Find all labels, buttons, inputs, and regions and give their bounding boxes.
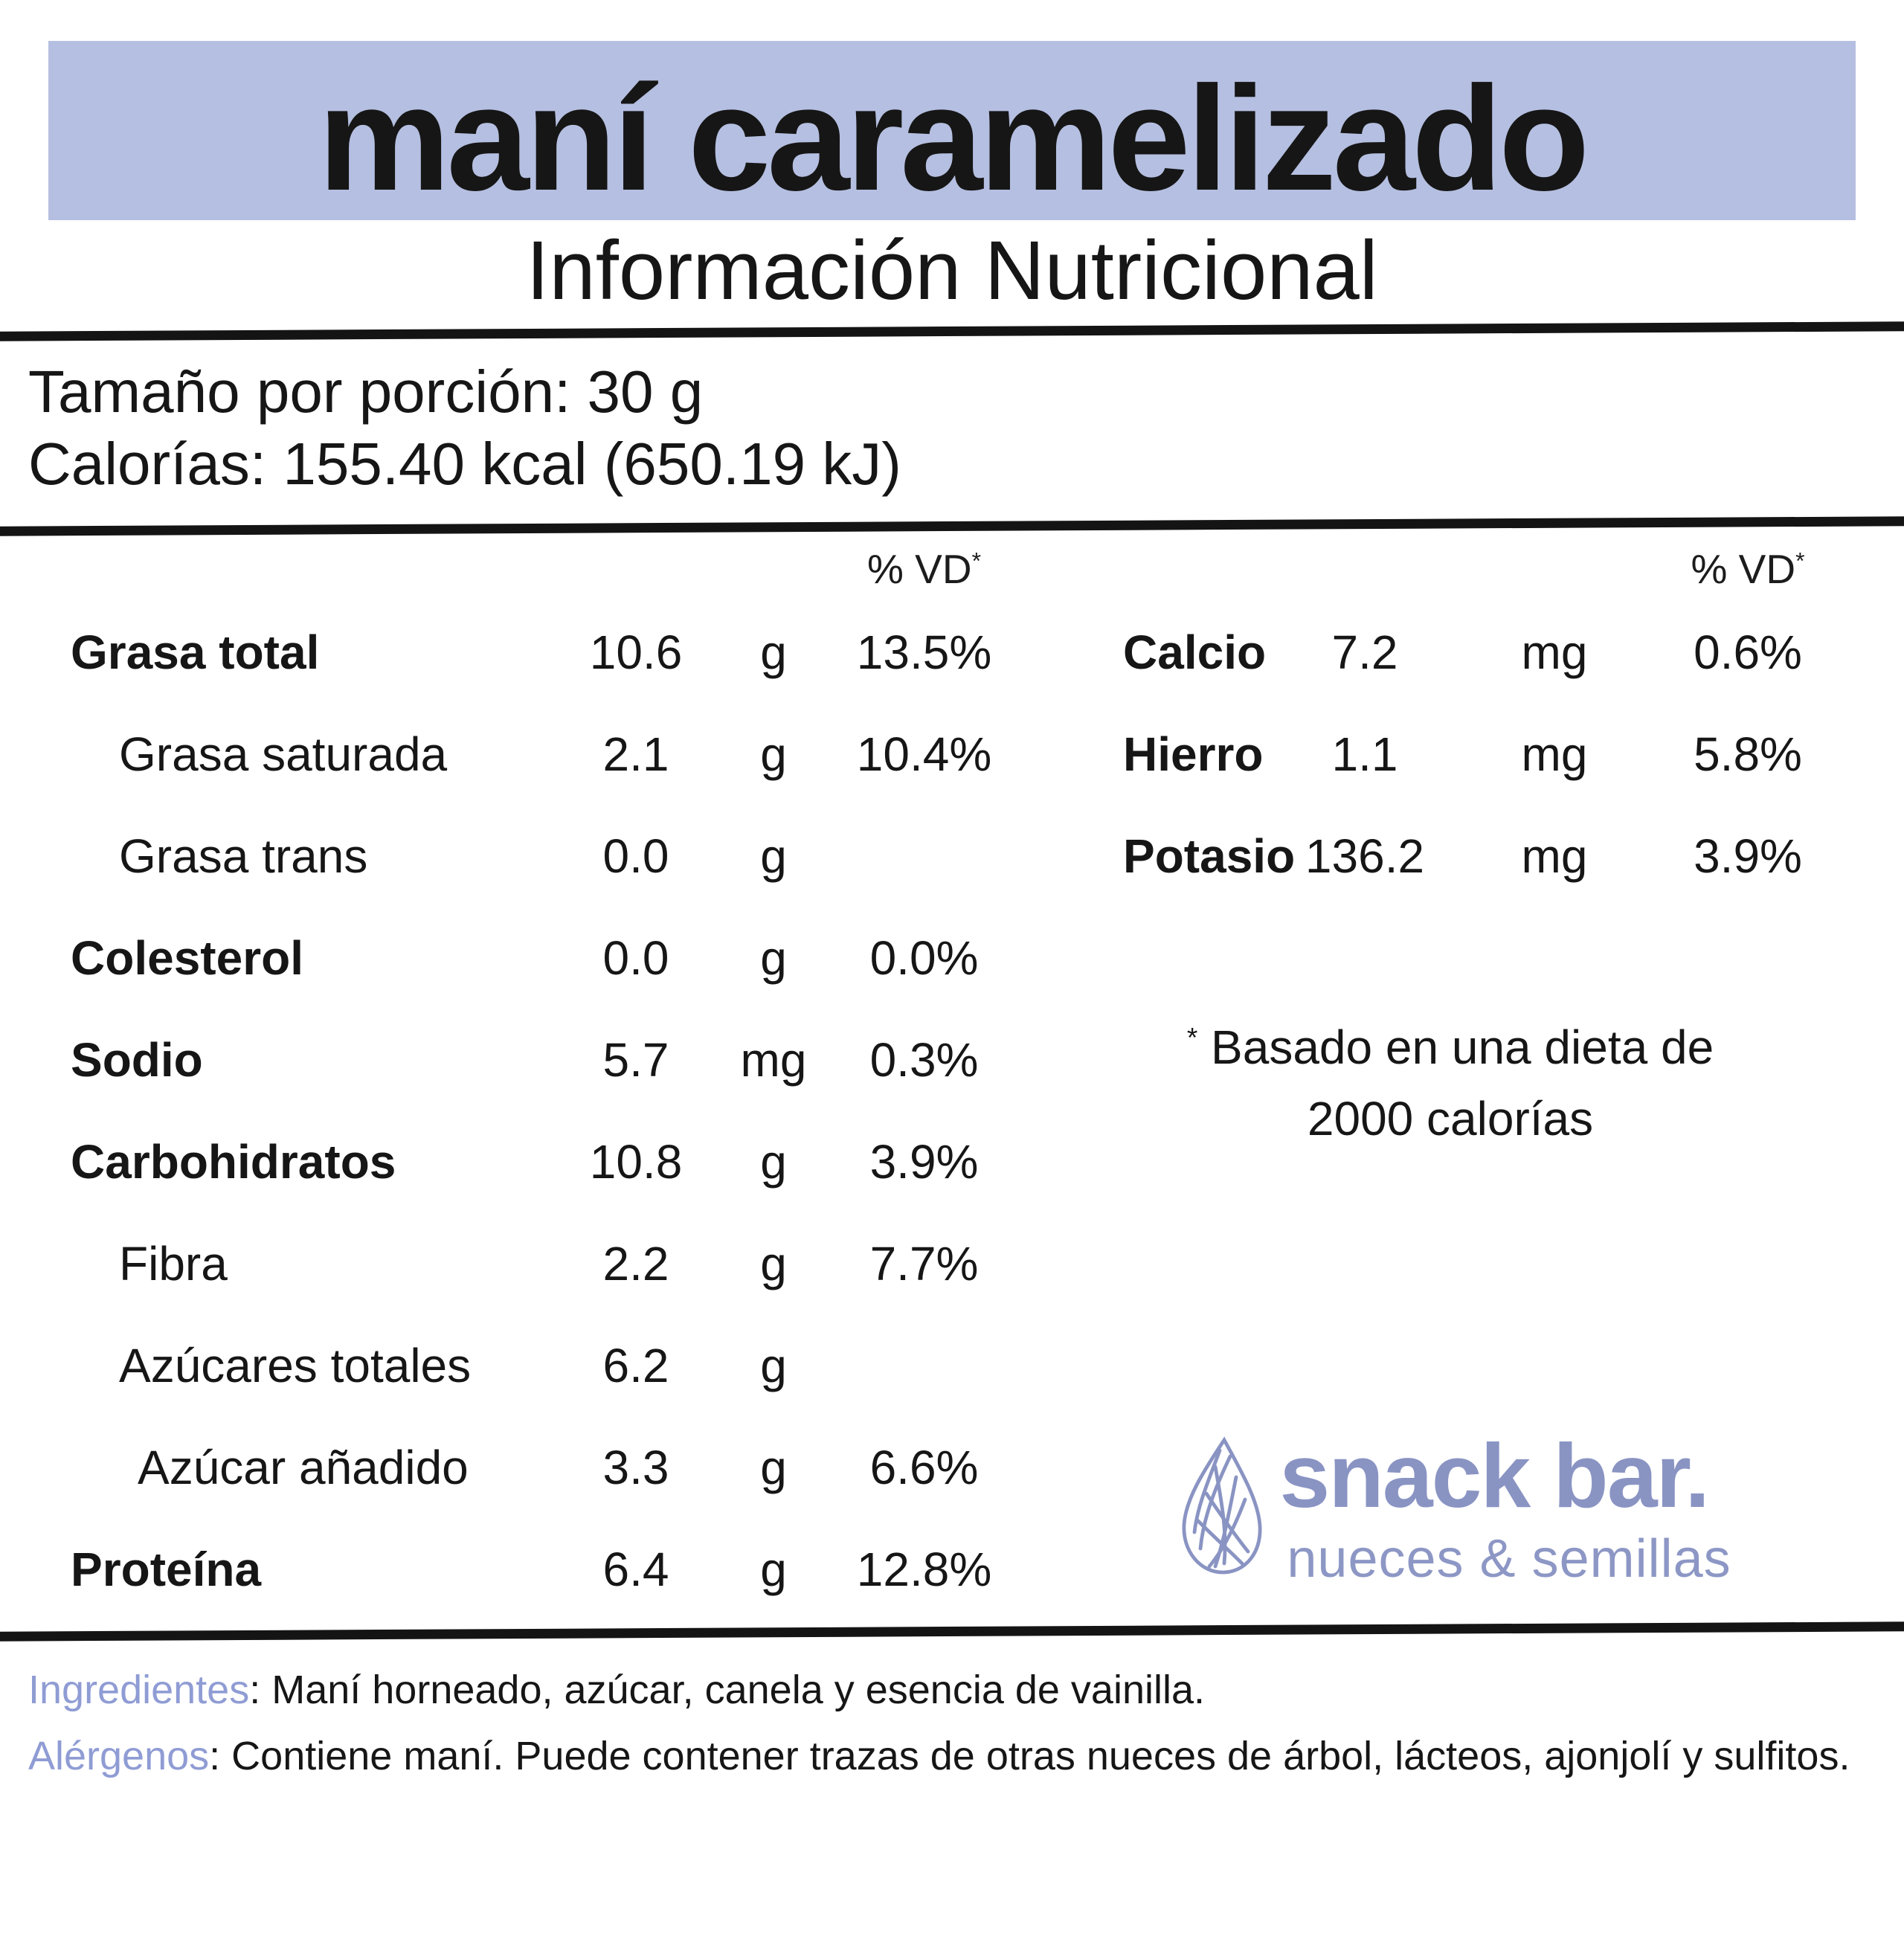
nutrient-unit: g: [760, 1237, 787, 1291]
nutrient-label: Grasa saturada: [119, 727, 448, 782]
nutrient-dv: 3.9%: [1694, 829, 1802, 884]
nutrient-dv: 0.0%: [869, 931, 979, 986]
nutrient-label: Proteína: [71, 1543, 262, 1597]
table-row: Azúcar añadido 3.3 g 6.6%: [26, 1417, 1023, 1519]
brand-logo: snack bar. nueces & semillas: [1023, 1430, 1878, 1589]
nutrient-dv: 5.8%: [1694, 727, 1802, 782]
nutrient-unit: mg: [1521, 626, 1588, 680]
nutrient-label: Grasa total: [71, 626, 320, 680]
table-row: Sodio 5.7 mg 0.3%: [26, 1009, 1023, 1111]
nutrient-value: 0.0: [602, 931, 669, 986]
percent-dv-header: % VD*: [866, 545, 981, 592]
nutrient-value: 10.8: [589, 1135, 683, 1189]
product-title-banner: maní caramelizado: [48, 41, 1856, 222]
table-row: Carbohidratos 10.8 g 3.9%: [26, 1111, 1023, 1213]
brand-tagline: nueces & semillas: [1287, 1528, 1731, 1589]
nutrient-label: Grasa trans: [119, 829, 368, 884]
nutrient-unit: mg: [740, 1033, 807, 1087]
table-row: Hierro 1.1 mg 5.8%: [1023, 704, 1878, 806]
nutrient-value: 10.6: [589, 626, 683, 680]
table-row: Grasa trans 0.0 g: [26, 806, 1023, 907]
table-row: Potasio 136.2 mg 3.9%: [1023, 806, 1878, 907]
nutrient-label: Carbohidratos: [71, 1135, 396, 1189]
nutrient-value: 136.2: [1305, 829, 1425, 884]
nutrient-label: Fibra: [119, 1237, 228, 1291]
nutrient-unit: g: [760, 1441, 787, 1495]
dv-header-row: % VD*: [26, 531, 1023, 602]
nutrient-label: Potasio: [1123, 829, 1296, 884]
dv-asterisk: *: [971, 547, 981, 574]
dv-footnote-line1: * Basado en una dieta de: [1186, 1020, 1714, 1074]
nutrient-unit: mg: [1521, 727, 1588, 782]
nutrient-label: Calcio: [1123, 626, 1267, 680]
serving-size-line: Tamaño por porción: 30 g: [28, 358, 704, 425]
footnote-asterisk: *: [1186, 1021, 1198, 1053]
nutrient-value: 1.1: [1331, 727, 1398, 782]
ingredients-line: Ingredientes: Maní horneado, azúcar, can…: [28, 1662, 1859, 1719]
table-row: Grasa total 10.6 g 13.5%: [26, 602, 1023, 704]
nutrient-label: Colesterol: [71, 931, 303, 986]
nutrition-content: % VD* Grasa total 10.6 g 13.5% Grasa sat…: [0, 531, 1904, 1621]
dv-header-row: % VD*: [1023, 531, 1878, 602]
nutrient-unit: g: [760, 1543, 787, 1597]
calories-line: Calorías: 155.40 kcal (650.19 kJ): [28, 431, 901, 498]
ingredients-text: : Maní horneado, azúcar, canela y esenci…: [249, 1667, 1206, 1712]
nutrient-label: Hierro: [1123, 727, 1264, 782]
allergens-text: : Contiene maní. Puede contener trazas d…: [209, 1733, 1850, 1778]
dv-asterisk: *: [1795, 547, 1805, 574]
nutrient-value: 3.3: [602, 1441, 669, 1495]
nutrient-unit: g: [760, 727, 787, 782]
nutrient-value: 6.2: [602, 1339, 669, 1393]
nutrient-dv: 0.3%: [869, 1033, 979, 1087]
nutrient-unit: g: [760, 1339, 787, 1393]
dv-footnote-line2: 2000 calorías: [1307, 1091, 1594, 1145]
nutrient-dv: 6.6%: [869, 1441, 979, 1495]
nutrient-dv: 10.4%: [856, 727, 992, 782]
table-row: Grasa saturada 2.1 g 10.4%: [26, 704, 1023, 806]
nutrient-value: 2.1: [602, 727, 669, 782]
nutrient-value: 0.0: [602, 829, 669, 884]
nutrient-dv: 12.8%: [856, 1543, 992, 1597]
almond-icon: [1169, 1434, 1275, 1585]
nutrient-dv: 0.6%: [1694, 626, 1802, 680]
allergens-label: Alérgenos: [28, 1733, 210, 1778]
percent-dv-header: % VD*: [1691, 545, 1805, 592]
dv-footnote: * Basado en una dieta de 2000 calorías: [1023, 1012, 1878, 1154]
table-row: Colesterol 0.0 g 0.0%: [26, 907, 1023, 1009]
nutrient-table-left: % VD* Grasa total 10.6 g 13.5% Grasa sat…: [26, 531, 1023, 1621]
ingredients-label: Ingredientes: [28, 1667, 250, 1712]
nutrient-label: Azúcar añadido: [138, 1441, 469, 1495]
table-row: Fibra 2.2 g 7.7%: [26, 1213, 1023, 1315]
right-column: % VD* Calcio 7.2 mg 0.6% Hierro 1.1 mg 5…: [1023, 531, 1878, 1621]
nutrient-value: 2.2: [602, 1237, 669, 1291]
mineral-table: % VD* Calcio 7.2 mg 0.6% Hierro 1.1 mg 5…: [1023, 531, 1878, 907]
nutrient-dv: 13.5%: [856, 626, 992, 680]
ingredients-section: Ingredientes: Maní horneado, azúcar, can…: [0, 1636, 1904, 1784]
nutrient-dv: 3.9%: [869, 1135, 979, 1189]
nutrition-facts-heading: Información Nutricional: [526, 224, 1378, 317]
serving-info: Tamaño por porción: 30 g Calorías: 155.4…: [0, 336, 1904, 521]
nutrient-unit: g: [760, 1135, 787, 1189]
nutrient-unit: mg: [1521, 829, 1588, 884]
nutrient-value: 6.4: [602, 1543, 669, 1597]
nutrient-label: Azúcares totales: [119, 1339, 472, 1393]
nutrient-value: 5.7: [602, 1033, 669, 1087]
table-row: Proteína 6.4 g 12.8%: [26, 1519, 1023, 1621]
table-row: Calcio 7.2 mg 0.6%: [1023, 602, 1878, 704]
nutrient-dv: 7.7%: [869, 1237, 979, 1291]
product-title: maní caramelizado: [318, 55, 1590, 222]
brand-name: snack bar.: [1279, 1424, 1710, 1526]
nutrient-label: Sodio: [71, 1033, 203, 1087]
nutrient-value: 7.2: [1331, 626, 1398, 680]
allergens-line: Alérgenos: Contiene maní. Puede contener…: [28, 1728, 1859, 1785]
nutrient-unit: g: [760, 626, 787, 680]
table-row: Azúcares totales 6.2 g: [26, 1315, 1023, 1417]
nutrient-unit: g: [760, 829, 787, 884]
nutrient-unit: g: [760, 931, 787, 986]
